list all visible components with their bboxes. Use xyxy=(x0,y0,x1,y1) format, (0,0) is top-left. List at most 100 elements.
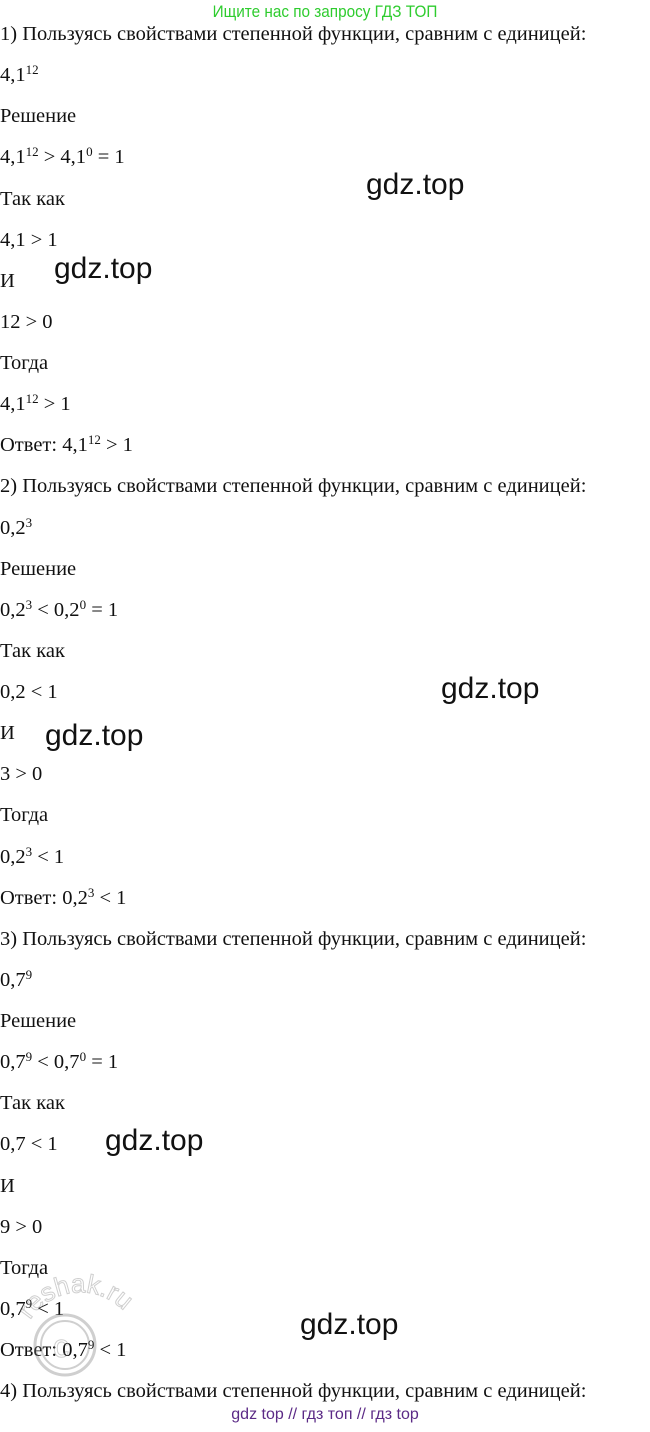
text-line: Решение xyxy=(0,1001,650,1042)
text-segment: И xyxy=(0,722,15,745)
solution-text: 1) Пользуясь свойствами степенной функци… xyxy=(0,14,650,1412)
exponent: 12 xyxy=(25,144,39,160)
exponent: 12 xyxy=(87,432,101,448)
text-segment: > 1 xyxy=(38,393,71,416)
text-segment: 9 > 0 xyxy=(0,1215,43,1238)
text-line: 3 > 0 xyxy=(0,754,650,795)
exponent: 0 xyxy=(86,144,93,160)
text-segment: 0,2 xyxy=(0,516,26,539)
text-line: Так как xyxy=(0,179,650,220)
text-line: 0,23 < 0,20 = 1 xyxy=(0,590,650,631)
text-line: 4) Пользуясь свойствами степенной функци… xyxy=(0,1371,650,1412)
text-line: Ответ: 0,79 < 1 xyxy=(0,1330,650,1371)
text-line: 0,23 < 1 xyxy=(0,837,650,878)
text-segment: < 1 xyxy=(94,1339,127,1361)
watermark: gdz.top xyxy=(54,252,153,285)
text-segment: Решение xyxy=(0,1010,77,1032)
text-segment: И xyxy=(0,269,15,292)
exponent: 3 xyxy=(25,514,33,530)
text-line: 0,79 xyxy=(0,960,650,1001)
text-segment: Ответ: 4,1 xyxy=(0,434,88,457)
text-line: 4,112 xyxy=(0,55,650,96)
text-segment: < 0,7 xyxy=(32,1051,80,1074)
text-line: 0,7 < 1 xyxy=(0,1124,650,1165)
text-segment: 0,2 xyxy=(0,845,26,868)
text-segment: 4,1 xyxy=(0,64,26,87)
text-line: 1) Пользуясь свойствами степенной функци… xyxy=(0,14,650,55)
text-line: 3) Пользуясь свойствами степенной функци… xyxy=(0,919,650,960)
text-line: Так как xyxy=(0,631,650,672)
text-segment: > 1 xyxy=(100,434,133,457)
text-segment: 3 > 0 xyxy=(0,763,43,786)
text-line: 4,1 > 1 xyxy=(0,220,650,261)
text-segment: 1) Пользуясь свойствами степенной функци… xyxy=(0,23,587,45)
text-segment: > 4,1 xyxy=(38,146,87,169)
text-segment: Так как xyxy=(0,187,65,210)
exponent: 9 xyxy=(25,966,33,982)
text-line: Тогда xyxy=(0,1248,650,1289)
text-segment: 4,1 > 1 xyxy=(0,228,58,251)
text-segment: 4,1 xyxy=(0,393,26,416)
exponent: 9 xyxy=(25,1295,33,1311)
text-segment: 4,1 xyxy=(0,146,26,169)
text-line: Ответ: 4,112 > 1 xyxy=(0,425,650,466)
text-line: И xyxy=(0,261,650,302)
text-segment: И xyxy=(0,1174,15,1197)
text-line: 0,2 < 1 xyxy=(0,672,650,713)
text-line: Тогда xyxy=(0,343,650,384)
text-line: 9 > 0 xyxy=(0,1207,650,1248)
text-segment: Тогда xyxy=(0,352,49,374)
text-segment: = 1 xyxy=(92,146,125,169)
svg-text:c: c xyxy=(53,1328,69,1364)
text-segment: 2) Пользуясь свойствами степенной функци… xyxy=(0,475,587,498)
text-line: 4,112 > 1 xyxy=(0,384,650,425)
exponent: 12 xyxy=(25,391,39,407)
watermark: gdz.top xyxy=(366,168,465,201)
watermark: gdz.top xyxy=(441,672,540,705)
exponent: 9 xyxy=(87,1337,95,1352)
text-segment: < 1 xyxy=(32,1297,65,1320)
text-segment: < 1 xyxy=(32,845,65,868)
text-line: 2) Пользуясь свойствами степенной функци… xyxy=(0,466,650,507)
watermark: gdz.top xyxy=(105,1124,204,1157)
text-line: 0,79 < 0,70 = 1 xyxy=(0,1042,650,1083)
text-line: 4,112 > 4,10 = 1 xyxy=(0,137,650,178)
text-segment: Ответ: 0,7 xyxy=(0,1339,88,1361)
text-segment: 12 > 0 xyxy=(0,310,53,333)
text-segment: Решение xyxy=(0,105,77,128)
watermark: gdz.top xyxy=(45,719,144,752)
text-line: Так как xyxy=(0,1083,650,1124)
text-line: 0,79 < 1 xyxy=(0,1289,650,1330)
search-banner: Ищите нас по запросу ГДЗ ТОП xyxy=(212,2,438,21)
text-segment: = 1 xyxy=(86,598,119,621)
exponent: 3 xyxy=(25,843,33,859)
text-segment: 3) Пользуясь свойствами степенной функци… xyxy=(0,927,587,950)
exponent: 9 xyxy=(25,1049,33,1065)
exponent: 3 xyxy=(87,884,95,900)
watermark: gdz.top xyxy=(300,1308,399,1341)
text-line: И xyxy=(0,1166,650,1207)
text-line: Тогда xyxy=(0,795,650,836)
text-segment: 0,7 xyxy=(0,968,26,991)
text-segment: Решение xyxy=(0,557,77,580)
text-segment: < 1 xyxy=(94,886,127,909)
exponent: 0 xyxy=(79,596,87,612)
text-segment: Тогда xyxy=(0,804,49,827)
text-line: Ответ: 0,23 < 1 xyxy=(0,878,650,919)
text-segment: Так как xyxy=(0,1092,65,1115)
text-segment: 0,7 xyxy=(0,1051,26,1074)
exponent: 3 xyxy=(25,596,33,612)
text-line: 0,23 xyxy=(0,508,650,549)
exponent: 12 xyxy=(25,62,39,78)
text-segment: Тогда xyxy=(0,1256,49,1279)
reshak-logo-icon: c reshak.ru xyxy=(20,1268,140,1377)
text-segment: 0,2 xyxy=(0,598,26,621)
text-segment: 4) Пользуясь свойствами степенной функци… xyxy=(0,1380,587,1403)
svg-text:reshak.ru: reshak.ru xyxy=(20,1268,139,1323)
text-segment: 0,7 xyxy=(0,1297,26,1320)
text-segment: 0,7 < 1 xyxy=(0,1133,58,1156)
exponent: 0 xyxy=(79,1049,87,1065)
text-line: И xyxy=(0,713,650,754)
text-line: Решение xyxy=(0,96,650,137)
text-segment: Ответ: 0,2 xyxy=(0,886,88,909)
